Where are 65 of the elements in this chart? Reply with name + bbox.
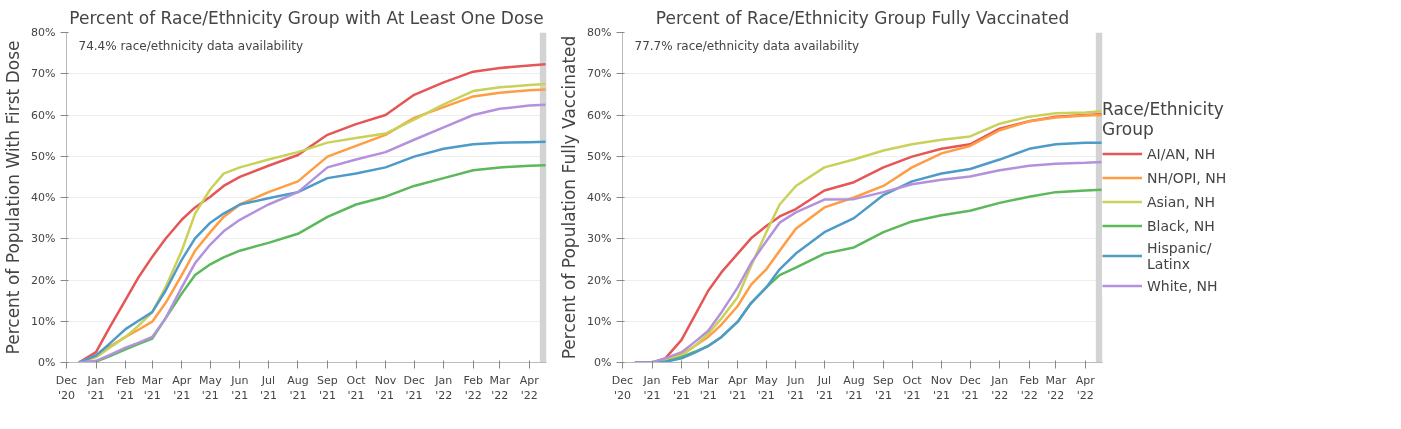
x-tick-label: Feb '22: [463, 373, 483, 403]
x-tick-label: Feb '21: [671, 373, 692, 403]
annotation: 74.4% race/ethnicity data availability: [78, 38, 304, 53]
x-tick-label: Nov '21: [930, 373, 953, 403]
y-tick-label: 0%: [594, 356, 612, 369]
y-tick-label: 30%: [31, 232, 56, 246]
x-tick-label: Dec '21: [403, 373, 425, 403]
y-tick-label: 80%: [587, 26, 612, 39]
y-tick-label: 70%: [31, 67, 56, 81]
x-tick-label: Oct '21: [902, 373, 923, 403]
y-tick-label: 30%: [587, 232, 612, 246]
y-tick-label: 40%: [31, 191, 56, 204]
x-tick-label: Feb '21: [115, 373, 136, 403]
legend-label: AI/AN, NH: [1147, 145, 1216, 162]
legend-title: Race/Ethnicity Group: [1102, 98, 1225, 139]
y-tick-label: 70%: [587, 67, 612, 81]
x-tick-label: Jan '21: [642, 373, 661, 403]
x-tick-label: Dec '20: [611, 373, 634, 403]
annotation: 77.7% race/ethnicity data availability: [634, 38, 860, 53]
x-tick-label: Apr '21: [728, 373, 748, 403]
y-tick-label: 50%: [31, 149, 56, 163]
x-tick-label: Mar '21: [697, 373, 720, 403]
legend-label: Hispanic/ Latinx: [1147, 239, 1212, 272]
y-tick-label: 0%: [38, 356, 56, 369]
legend-label: White, NH: [1147, 277, 1218, 294]
x-tick-label: Sep '21: [317, 373, 338, 403]
x-tick-label: May '21: [198, 373, 223, 403]
x-tick-label: Jan '21: [86, 373, 105, 403]
x-tick-label: Dec '21: [959, 373, 981, 403]
x-tick-label: Aug '21: [843, 373, 865, 403]
x-tick-label: Feb '22: [1019, 373, 1039, 403]
x-tick-label: Mar '22: [1045, 373, 1067, 403]
x-tick-label: Nov '21: [374, 373, 397, 403]
x-tick-label: Jun '21: [786, 373, 805, 403]
x-tick-label: Dec '20: [55, 373, 78, 403]
x-tick-label: Oct '21: [346, 373, 367, 403]
chart-title: Percent of Race/Ethnicity Group Fully Vaccinated: [655, 7, 1070, 28]
x-tick-label: Jan '22: [434, 373, 453, 403]
x-tick-label: Apr '21: [172, 373, 192, 403]
x-tick-label: Jul '21: [815, 373, 833, 403]
y-tick-label: 60%: [31, 108, 56, 122]
x-tick-label: Jun '21: [230, 373, 249, 403]
x-tick-label: Aug '21: [287, 373, 309, 403]
y-tick-label: 40%: [587, 191, 612, 204]
x-tick-label: May '21: [754, 373, 779, 403]
chart-title: Percent of Race/Ethnicity Group with At Least One Dose: [69, 7, 544, 28]
x-tick-label: Jan '22: [990, 373, 1009, 403]
y-tick-label: 10%: [587, 314, 612, 328]
y-tick-label: 60%: [587, 108, 612, 122]
y-tick-label: 50%: [587, 149, 612, 163]
y-tick-label: 20%: [587, 273, 612, 287]
y-axis-title: Percent of Population With First Dose: [3, 40, 24, 355]
x-tick-label: Mar '22: [489, 373, 511, 403]
y-tick-label: 10%: [31, 314, 56, 328]
y-tick-label: 80%: [31, 26, 56, 39]
legend-label: Asian, NH: [1147, 193, 1216, 210]
y-tick-label: 20%: [31, 273, 56, 287]
legend-label: NH/OPI, NH: [1147, 169, 1227, 186]
x-tick-label: Mar '21: [141, 373, 164, 403]
x-tick-label: Sep '21: [873, 373, 894, 403]
x-tick-label: Apr '22: [1075, 373, 1096, 403]
x-tick-label: Apr '22: [519, 373, 540, 403]
x-tick-label: Jul '21: [259, 373, 277, 403]
y-axis-title: Percent of Population Fully Vaccinated: [559, 35, 580, 360]
legend-label: Black, NH: [1147, 217, 1215, 234]
